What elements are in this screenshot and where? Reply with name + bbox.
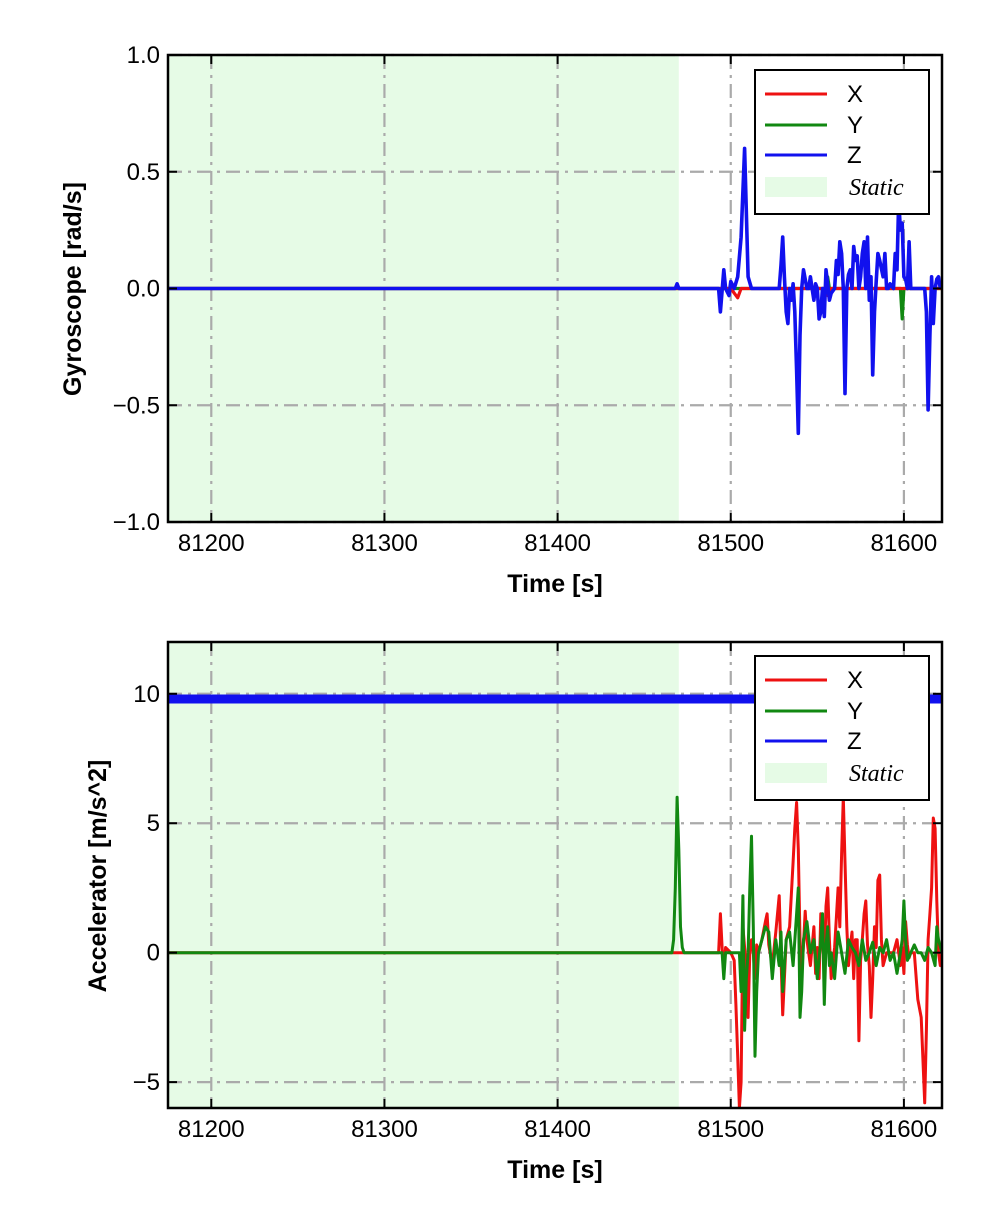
legend-label-x: X <box>847 81 863 108</box>
x-tick-label: 81200 <box>178 1116 245 1143</box>
y-tick-label: 0.0 <box>127 276 160 303</box>
legend-label-static: Static <box>849 761 904 787</box>
legend: X Y Z Static <box>754 69 930 215</box>
series-line-z <box>168 146 942 436</box>
x-tick-label: 81300 <box>351 1116 418 1143</box>
x-tick-label: 81200 <box>178 530 245 557</box>
y-tick-label: 5 <box>147 810 160 837</box>
y-tick-label: −5 <box>133 1069 160 1096</box>
static-region <box>168 642 679 1108</box>
x-tick-label: 81500 <box>697 1116 764 1143</box>
x-axis-label: Time [s] <box>507 570 602 598</box>
x-tick-label: 81500 <box>697 530 764 557</box>
legend: X Y Z Static <box>754 655 930 801</box>
y-axis-label: Gyroscope [rad/s] <box>59 182 87 396</box>
series-group <box>168 146 942 436</box>
legend-swatch-static <box>765 177 827 197</box>
x-tick-label: 81600 <box>871 1116 938 1143</box>
y-tick-label: 0.5 <box>127 159 160 186</box>
plot-frame <box>166 640 944 1110</box>
x-tick-label: 81300 <box>351 530 418 557</box>
legend-label-x: X <box>847 667 863 694</box>
legend-label-y: Y <box>847 112 863 139</box>
legend-label-y: Y <box>847 698 863 725</box>
y-tick-label: −0.5 <box>113 392 160 419</box>
y-tick-label: 10 <box>133 681 160 708</box>
series-line-y <box>168 795 942 1058</box>
legend-label-z: Z <box>847 142 862 169</box>
y-tick-label: −1.0 <box>113 509 160 536</box>
x-axis-label: Time [s] <box>507 1156 602 1184</box>
legend-label-z: Z <box>847 728 862 755</box>
legend-label-static: Static <box>849 175 904 201</box>
x-tick-label: 81600 <box>871 530 938 557</box>
tick-labels: 81200 81300 81400 81500 81600 10 5 0 −5 <box>133 681 938 1143</box>
accelerometer-chart: 81200 81300 81400 81500 81600 10 5 0 −5 Time [s]… <box>84 640 944 1184</box>
y-tick-label: 1.0 <box>127 42 160 69</box>
y-axis-label: Accelerator [m/s^2] <box>84 760 112 993</box>
x-tick-label: 81400 <box>524 1116 591 1143</box>
gyroscope-chart: 81200 81300 81400 81500 81600 1.0 0.5 0.0 −0.5 −1… <box>59 42 944 598</box>
legend-swatch-static <box>765 763 827 783</box>
tick-labels: 81200 81300 81400 81500 81600 1.0 0.5 0.0 −0.5 −1… <box>113 42 938 557</box>
x-tick-label: 81400 <box>524 530 591 557</box>
tick-marks <box>168 642 942 1108</box>
plot-frame <box>166 53 944 524</box>
y-tick-label: 0 <box>147 940 160 967</box>
